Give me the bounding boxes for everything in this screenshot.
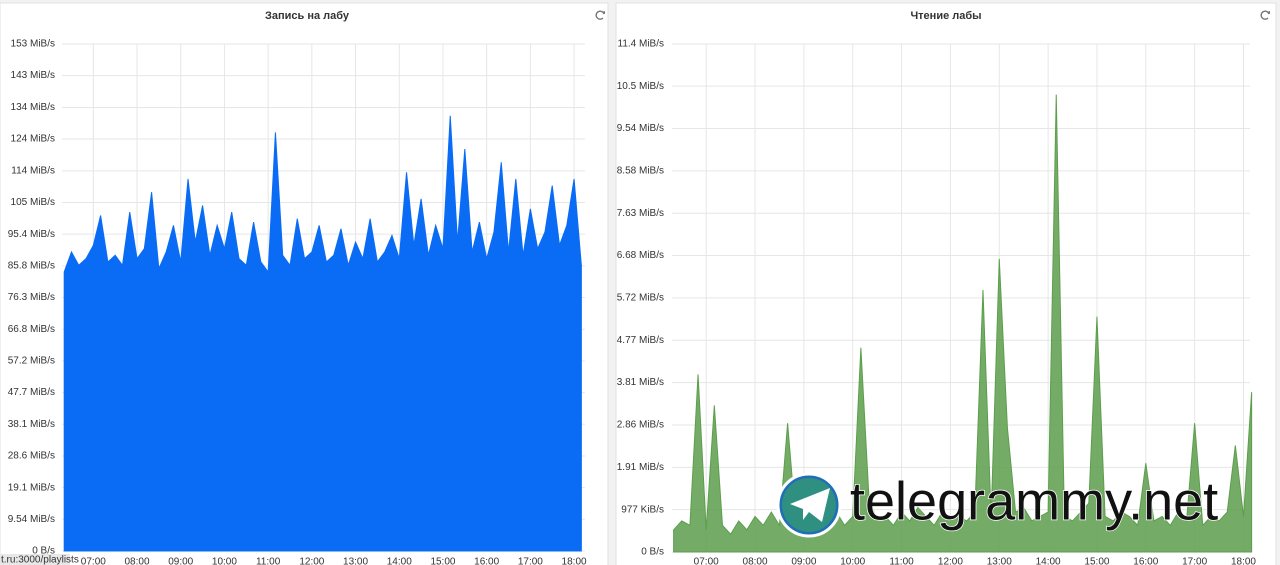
x-tick-label: 11:00 bbox=[889, 557, 914, 565]
x-tick-label: 12:00 bbox=[938, 557, 963, 565]
y-tick-label: 1.91 MiB/s bbox=[617, 462, 664, 473]
y-tick-label: 9.54 MiB/s bbox=[617, 123, 664, 134]
y-tick-label: 5.72 MiB/s bbox=[617, 293, 664, 304]
panel bbox=[615, 2, 1277, 565]
x-tick-label: 15:00 bbox=[1084, 557, 1109, 565]
x-tick-label: 14:00 bbox=[1036, 557, 1061, 565]
y-tick-label: 38.1 MiB/s bbox=[8, 419, 55, 430]
x-tick-label: 09:00 bbox=[168, 557, 193, 565]
x-tick-label: 18:00 bbox=[562, 557, 587, 565]
y-tick-label: 8.58 MiB/s bbox=[617, 166, 664, 177]
y-tick-label: 19.1 MiB/s bbox=[8, 482, 55, 493]
x-tick-label: 13:00 bbox=[343, 557, 368, 565]
x-tick-label: 13:00 bbox=[987, 557, 1012, 565]
status-bar bbox=[0, 554, 70, 565]
x-tick-label: 07:00 bbox=[81, 557, 106, 565]
y-tick-label: 11.4 MiB/s bbox=[618, 39, 665, 50]
x-tick-label: 07:00 bbox=[694, 557, 719, 565]
x-tick-label: 16:00 bbox=[1133, 557, 1158, 565]
chart-title: Запись на лабу bbox=[265, 10, 350, 22]
y-tick-label: 4.77 MiB/s bbox=[617, 335, 664, 346]
watermark-text: telegrammy.net bbox=[850, 471, 1218, 531]
y-tick-label: 124 MiB/s bbox=[11, 134, 55, 145]
area bbox=[63, 115, 582, 552]
y-tick-label: 95.4 MiB/s bbox=[8, 229, 55, 240]
y-tick-label: 6.68 MiB/s bbox=[617, 250, 664, 261]
x-tick-label: 14:00 bbox=[387, 557, 412, 565]
refresh-icon[interactable] bbox=[1260, 10, 1270, 20]
x-tick-label: 18:00 bbox=[1231, 557, 1256, 565]
y-tick-label: 105 MiB/s bbox=[11, 197, 55, 208]
x-tick-label: 09:00 bbox=[791, 557, 816, 565]
y-tick-label: 85.8 MiB/s bbox=[8, 260, 55, 271]
x-tick-label: 15:00 bbox=[430, 557, 455, 565]
y-tick-label: 977 KiB/s bbox=[621, 504, 664, 515]
y-tick-label: 3.81 MiB/s bbox=[617, 377, 664, 388]
status-url: t.ru:3000/playlists bbox=[1, 555, 79, 565]
y-tick-label: 10.5 MiB/s bbox=[617, 81, 664, 92]
x-tick-label: 16:00 bbox=[474, 557, 499, 565]
y-tick-label: 0 B/s bbox=[32, 546, 55, 557]
y-tick-label: 57.2 MiB/s bbox=[8, 356, 55, 367]
x-tick-label: 11:00 bbox=[256, 557, 281, 565]
watermark: telegrammy.net bbox=[776, 471, 1219, 538]
y-tick-label: 2.86 MiB/s bbox=[617, 420, 664, 431]
charts: Запись на лабу 0 B/s 9.54 MiB/s 19.1 MiB/s 2… bbox=[8, 10, 1257, 565]
y-tick-label: 0 B/s bbox=[641, 547, 664, 558]
x-tick-label: 08:00 bbox=[125, 557, 150, 565]
refresh-icon[interactable] bbox=[595, 10, 605, 20]
x-tick-label: 17:00 bbox=[518, 557, 543, 565]
area bbox=[673, 94, 1253, 553]
y-tick-label: 153 MiB/s bbox=[11, 39, 55, 50]
y-tick-label: 66.8 MiB/s bbox=[8, 324, 55, 335]
chart-title: Чтение лабы bbox=[910, 10, 981, 22]
y-tick-label: 114 MiB/s bbox=[11, 166, 55, 177]
y-tick-label: 143 MiB/s bbox=[11, 70, 55, 81]
x-tick-label: 10:00 bbox=[840, 557, 865, 565]
x-tick-label: 12:00 bbox=[299, 557, 324, 565]
y-tick-label: 28.6 MiB/s bbox=[8, 451, 55, 462]
x-tick-label: 10:00 bbox=[212, 557, 237, 565]
x-tick-label: 08:00 bbox=[743, 557, 768, 565]
y-tick-label: 47.7 MiB/s bbox=[8, 387, 55, 398]
y-tick-label: 134 MiB/s bbox=[11, 102, 55, 113]
y-tick-label: 7.63 MiB/s bbox=[617, 208, 664, 219]
y-tick-label: 9.54 MiB/s bbox=[8, 514, 55, 525]
y-tick-label: 76.3 MiB/s bbox=[8, 292, 55, 303]
x-tick-label: 17:00 bbox=[1182, 557, 1207, 565]
